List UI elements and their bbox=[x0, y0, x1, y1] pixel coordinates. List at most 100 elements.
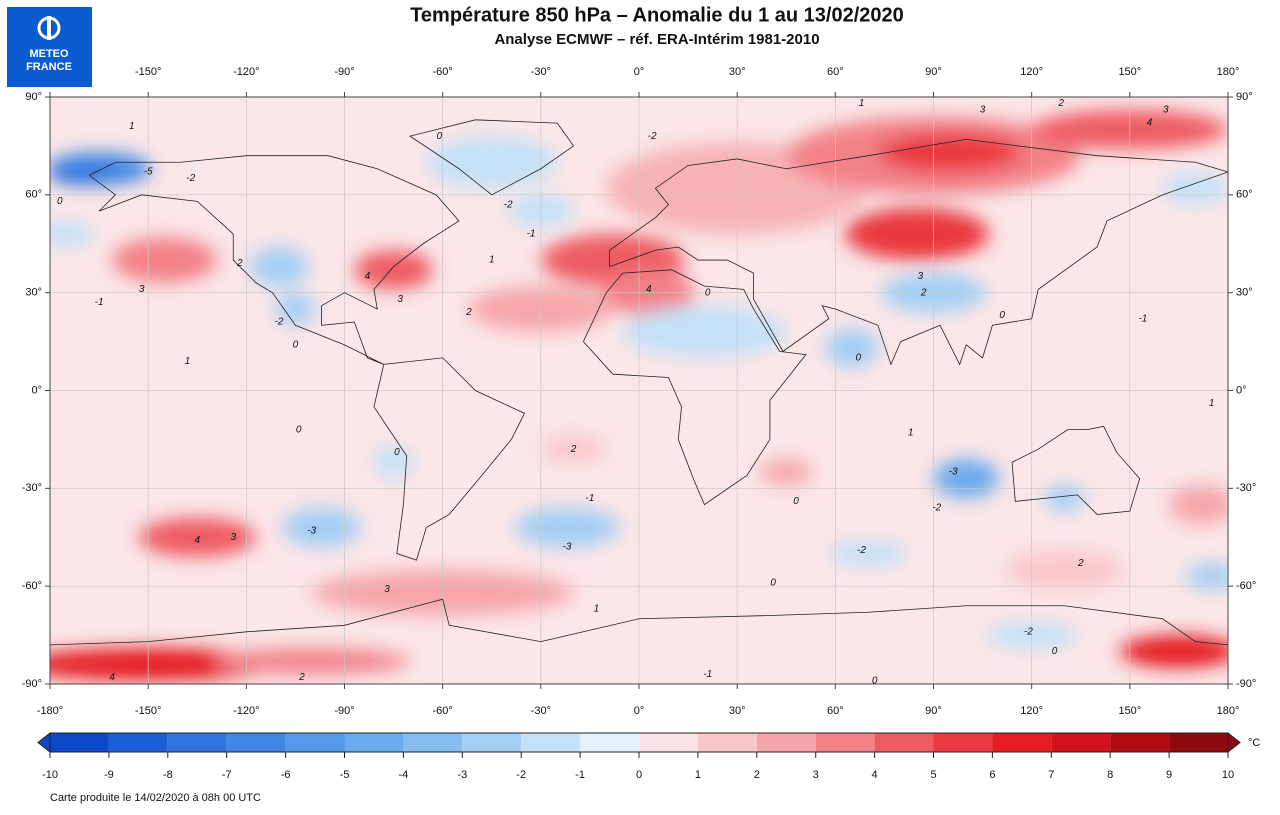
anomaly-blob bbox=[426, 136, 558, 189]
anomaly-blob bbox=[213, 648, 410, 675]
anomaly-blob bbox=[825, 328, 878, 368]
colorbar-tick-label: 2 bbox=[754, 769, 760, 781]
anomaly-blob bbox=[877, 132, 1022, 173]
contour-label: 0 bbox=[855, 353, 861, 364]
contour-label: -1 bbox=[95, 297, 104, 308]
colorbar-swatch bbox=[521, 733, 581, 752]
contour-label: 2 bbox=[236, 258, 243, 269]
coastline bbox=[1011, 425, 1141, 515]
logo-text: METEO bbox=[29, 48, 69, 60]
colorbar-tick-label: 4 bbox=[872, 769, 878, 781]
x-tick-label: -180° bbox=[37, 705, 63, 717]
anomaly-blob bbox=[249, 247, 309, 287]
y-tick-label: -90° bbox=[1236, 678, 1256, 690]
colorbar-tick-label: 1 bbox=[695, 769, 701, 781]
contour-label: 1 bbox=[129, 121, 135, 132]
contour-label: 1 bbox=[594, 604, 600, 615]
y-tick-label: 0° bbox=[31, 384, 42, 396]
contour-label: 3 bbox=[980, 105, 986, 116]
y-tick-label: 90° bbox=[25, 91, 42, 103]
colorbar-swatch bbox=[226, 733, 286, 752]
contour-label: 3 bbox=[1163, 105, 1169, 116]
y-tick-label: -60° bbox=[1236, 580, 1256, 592]
colorbar-tick-label: 3 bbox=[813, 769, 819, 781]
anomaly-blob bbox=[1162, 172, 1228, 205]
contour-label: 3 bbox=[139, 284, 145, 295]
contour-label: 3 bbox=[230, 532, 236, 543]
colorbar-swatch bbox=[639, 733, 698, 752]
colorbar-swatch bbox=[1169, 733, 1228, 752]
x-tick-label: -60° bbox=[433, 705, 453, 717]
anomaly-blob bbox=[622, 305, 787, 358]
anomaly-blob bbox=[275, 292, 316, 326]
x-tick-label: 90° bbox=[925, 66, 942, 78]
colorbar-swatch bbox=[756, 733, 816, 752]
contour-label: 0 bbox=[999, 310, 1005, 321]
contour-label: 4 bbox=[1147, 118, 1153, 129]
colorbar-tick-label: -4 bbox=[399, 769, 409, 781]
contour-label: 2 bbox=[920, 287, 927, 298]
contour-label: 4 bbox=[365, 271, 371, 282]
y-tick-label: -60° bbox=[22, 580, 42, 592]
x-tick-label: 180° bbox=[1217, 705, 1240, 717]
coastline bbox=[50, 598, 1228, 646]
coastline bbox=[373, 357, 526, 561]
x-tick-label: -30° bbox=[531, 705, 551, 717]
y-tick-label: 90° bbox=[1236, 91, 1253, 103]
colorbar-tick-label: -5 bbox=[340, 769, 350, 781]
colorbar: -10 -9 -8 -7 -6 -5 -4 -3 -2 -1 0 1 2 3 4 5 6 7 8 9 10°C bbox=[37, 731, 1260, 781]
colorbar-tick-label: -8 bbox=[163, 769, 173, 781]
contour-label: 2 bbox=[465, 307, 472, 318]
contour-label: -2 bbox=[186, 173, 195, 184]
anomaly-blob bbox=[282, 507, 361, 548]
contour-label: -1 bbox=[585, 493, 594, 504]
x-tick-label: 150° bbox=[1118, 705, 1141, 717]
x-tick-label: -150° bbox=[135, 705, 161, 717]
colorbar-swatch bbox=[50, 733, 109, 752]
anomaly-blob bbox=[373, 445, 414, 479]
contour-label: 0 bbox=[1052, 646, 1058, 657]
colorbar-swatch bbox=[285, 733, 345, 752]
contour-label: -2 bbox=[504, 199, 513, 210]
colorbar-swatch bbox=[580, 733, 639, 752]
footer: Carte produite le 14/02/2020 à 08h 00 UT… bbox=[50, 792, 261, 804]
anomaly-blob bbox=[1005, 550, 1124, 590]
colorbar-swatch bbox=[344, 733, 404, 752]
x-tick-label: -60° bbox=[433, 66, 453, 78]
anomaly-blob bbox=[1185, 563, 1228, 590]
contour-label: 0 bbox=[793, 496, 799, 507]
subtitle: Analyse ECMWF – réf. ERA-Intérim 1981-20… bbox=[494, 31, 819, 48]
anomaly-blob bbox=[540, 436, 607, 463]
x-tick-label: -150° bbox=[135, 66, 161, 78]
contour-label: -1 bbox=[1138, 313, 1147, 324]
colorbar-tick-label: -2 bbox=[516, 769, 526, 781]
y-tick-label: 60° bbox=[1236, 189, 1253, 201]
contour-label: 1 bbox=[859, 98, 865, 109]
contour-label: 0 bbox=[437, 131, 443, 142]
colorbar-swatch bbox=[1051, 733, 1111, 752]
contour-label: 2 bbox=[298, 672, 305, 683]
colorbar-swatch bbox=[167, 733, 227, 752]
colorbar-tick-label: 9 bbox=[1166, 769, 1172, 781]
logo-text: FRANCE bbox=[26, 61, 72, 73]
y-tick-label: 60° bbox=[25, 189, 42, 201]
contour-label: 1 bbox=[1209, 398, 1215, 409]
colorbar-swatch bbox=[1110, 733, 1170, 752]
x-tick-label: 30° bbox=[729, 66, 746, 78]
anomaly-blob bbox=[138, 517, 257, 557]
contour-label: -3 bbox=[949, 467, 958, 478]
contour-label: 0 bbox=[770, 578, 776, 589]
contour-label: 2 bbox=[1057, 98, 1064, 109]
x-tick-label: -30° bbox=[531, 66, 551, 78]
colorbar-tick-label: 0 bbox=[636, 769, 642, 781]
x-tick-label: 180° bbox=[1217, 66, 1240, 78]
contour-label: -3 bbox=[563, 542, 572, 553]
y-tick-label: 30° bbox=[1236, 287, 1253, 299]
colorbar-tick-label: -10 bbox=[42, 769, 58, 781]
y-tick-label: 0° bbox=[1236, 384, 1247, 396]
contour-label: -2 bbox=[1024, 626, 1033, 637]
anomaly-blob bbox=[1044, 485, 1085, 512]
colorbar-swatch bbox=[874, 733, 934, 752]
